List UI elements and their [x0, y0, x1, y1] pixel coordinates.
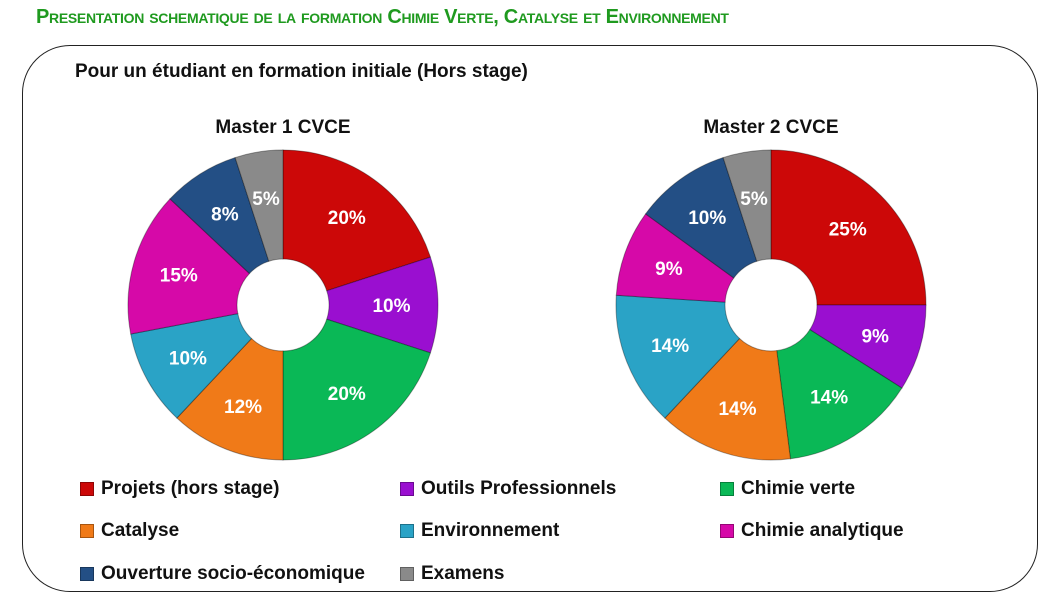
- legend-swatch: [400, 524, 414, 538]
- legend-item: Outils Professionnels: [400, 478, 616, 500]
- data-label-1-3: 12%: [224, 397, 262, 418]
- legend-label: Ouverture socio-économique: [101, 563, 365, 584]
- legend-swatch: [80, 567, 94, 581]
- data-label-2-1: 9%: [861, 326, 889, 347]
- slice-1-1: [326, 256, 439, 354]
- slice-1-6: [169, 156, 270, 275]
- slice-1-5: [127, 198, 251, 335]
- data-label-1-7: 5%: [252, 189, 280, 210]
- slice-1-7: [234, 149, 284, 262]
- data-label-1-1: 10%: [372, 296, 410, 317]
- legend-item: Ouverture socio-économique: [80, 563, 365, 585]
- data-label-2-6: 10%: [688, 208, 726, 229]
- data-label-2-4: 14%: [651, 336, 689, 357]
- slice-2-7: [722, 149, 772, 262]
- legend-label: Environnement: [421, 520, 560, 541]
- data-label-1-4: 10%: [169, 348, 207, 369]
- legend-swatch: [720, 482, 734, 496]
- slice-1-4: [130, 313, 253, 419]
- data-label-1-0: 20%: [328, 208, 366, 229]
- subtitle: Pour un étudiant en formation initiale (…: [75, 61, 528, 82]
- legend-swatch: [400, 567, 414, 581]
- chart-title-master2: Master 2 CVCE: [703, 117, 839, 138]
- slice-1-0: [282, 149, 432, 292]
- legend-label: Catalyse: [101, 520, 180, 541]
- data-label-2-5: 9%: [655, 259, 683, 280]
- slice-2-1: [809, 304, 927, 389]
- data-label-1-2: 20%: [328, 384, 366, 405]
- legend-item: Examens: [400, 563, 504, 585]
- data-label-2-0: 25%: [829, 219, 867, 240]
- legend-item: Catalyse: [80, 520, 179, 542]
- legend-label: Examens: [421, 563, 505, 584]
- slice-2-3: [664, 337, 791, 461]
- chart-frame: [22, 45, 1038, 592]
- slice-1-2: [282, 318, 432, 461]
- slice-1-3: [176, 337, 284, 461]
- page-title: Presentation schematique de la formation…: [36, 6, 729, 28]
- slice-2-2: [776, 328, 903, 460]
- data-label-1-6: 8%: [211, 204, 239, 225]
- legend-label: Projets (hors stage): [101, 478, 280, 499]
- slice-2-6: [644, 156, 758, 279]
- legend-item: Chimie analytique: [720, 520, 904, 542]
- data-label-2-2: 14%: [810, 388, 848, 409]
- legend-item: Chimie verte: [720, 478, 855, 500]
- data-label-1-5: 15%: [160, 266, 198, 287]
- legend-label: Chimie verte: [741, 478, 856, 499]
- legend-label: Outils Professionnels: [421, 478, 617, 499]
- legend-swatch: [80, 482, 94, 496]
- legend-swatch: [400, 482, 414, 496]
- legend-swatch: [80, 524, 94, 538]
- legend-item: Environnement: [400, 520, 559, 542]
- legend-item: Projets (hors stage): [80, 478, 279, 500]
- chart-title-master1: Master 1 CVCE: [215, 117, 351, 138]
- slice-2-4: [615, 294, 741, 419]
- data-label-2-7: 5%: [740, 189, 768, 210]
- slice-2-5: [615, 213, 735, 303]
- data-label-2-3: 14%: [718, 399, 756, 420]
- legend-swatch: [720, 524, 734, 538]
- slice-2-0: [770, 149, 927, 306]
- legend-label: Chimie analytique: [741, 520, 904, 541]
